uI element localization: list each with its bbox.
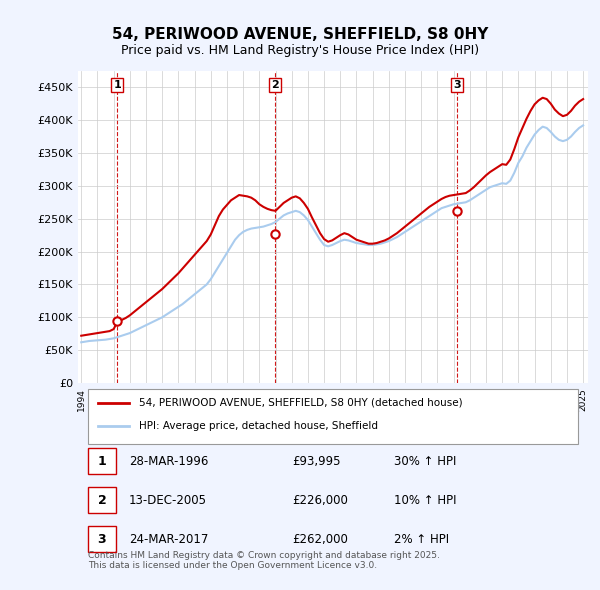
Text: 1: 1: [113, 80, 121, 90]
Text: 3: 3: [98, 533, 106, 546]
Text: HPI: Average price, detached house, Sheffield: HPI: Average price, detached house, Shef…: [139, 421, 378, 431]
Text: 2: 2: [271, 80, 278, 90]
Text: 28-MAR-1996: 28-MAR-1996: [129, 455, 208, 468]
Text: 54, PERIWOOD AVENUE, SHEFFIELD, S8 0HY (detached house): 54, PERIWOOD AVENUE, SHEFFIELD, S8 0HY (…: [139, 398, 463, 408]
Text: 54, PERIWOOD AVENUE, SHEFFIELD, S8 0HY: 54, PERIWOOD AVENUE, SHEFFIELD, S8 0HY: [112, 27, 488, 41]
Text: 2% ↑ HPI: 2% ↑ HPI: [394, 533, 449, 546]
Text: 30% ↑ HPI: 30% ↑ HPI: [394, 455, 457, 468]
Text: 2: 2: [98, 494, 106, 507]
FancyBboxPatch shape: [88, 487, 116, 513]
Text: 13-DEC-2005: 13-DEC-2005: [129, 494, 207, 507]
Text: £226,000: £226,000: [292, 494, 348, 507]
Text: 24-MAR-2017: 24-MAR-2017: [129, 533, 208, 546]
Text: Contains HM Land Registry data © Crown copyright and database right 2025.
This d: Contains HM Land Registry data © Crown c…: [88, 551, 440, 571]
FancyBboxPatch shape: [88, 389, 578, 444]
Text: Price paid vs. HM Land Registry's House Price Index (HPI): Price paid vs. HM Land Registry's House …: [121, 44, 479, 57]
Text: £93,995: £93,995: [292, 455, 341, 468]
Text: 10% ↑ HPI: 10% ↑ HPI: [394, 494, 457, 507]
FancyBboxPatch shape: [88, 448, 116, 474]
Text: 3: 3: [454, 80, 461, 90]
FancyBboxPatch shape: [88, 526, 116, 552]
Text: £262,000: £262,000: [292, 533, 348, 546]
Text: 1: 1: [98, 455, 106, 468]
